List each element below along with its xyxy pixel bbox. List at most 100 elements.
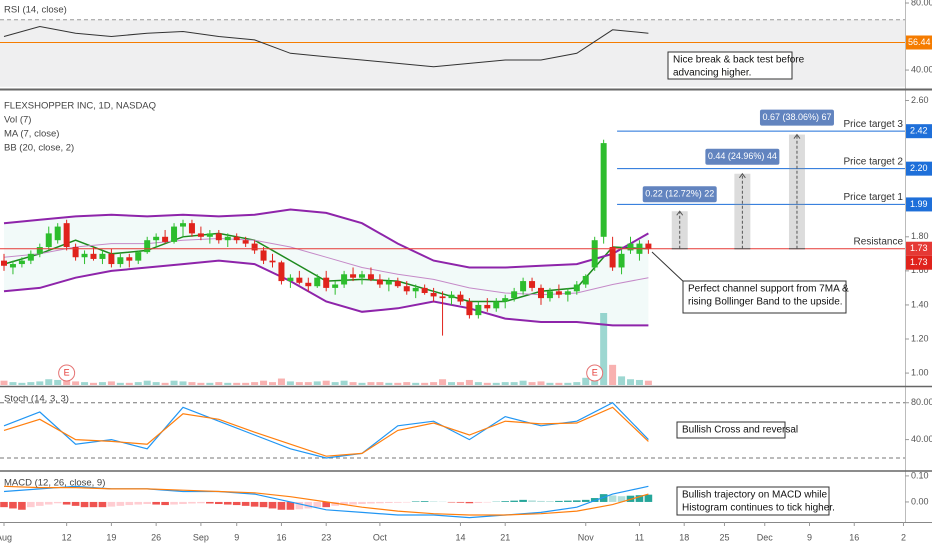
last-price-box <box>906 255 932 270</box>
volume-bar <box>376 382 384 385</box>
candle-body <box>108 253 115 265</box>
volume-bar <box>54 379 62 385</box>
volume-bar <box>125 382 133 385</box>
target-box <box>906 161 932 176</box>
volume-bar <box>45 379 53 385</box>
earnings-label: E <box>592 367 598 377</box>
macd-histogram-bar <box>206 501 214 504</box>
earnings-marker <box>58 364 76 382</box>
main-legend: FLEXSHOPPER INC, 1D, NASDAQ <box>4 101 156 112</box>
y-tick-label: 80.00 <box>911 397 932 407</box>
macd-histogram-bar <box>71 501 80 506</box>
candle-body <box>502 298 509 302</box>
x-tick-label: 9 <box>234 532 239 542</box>
macd-histogram-bar <box>143 501 151 505</box>
macd-histogram-bar <box>528 500 536 502</box>
bb-legend: BB (20, close, 2) <box>4 143 74 154</box>
macd-histogram-bar <box>456 501 465 503</box>
volume-bar <box>358 382 366 385</box>
callout-box <box>676 421 786 439</box>
volume-bar <box>367 382 375 385</box>
macd-histogram-bar <box>116 501 125 506</box>
candle-body <box>341 274 348 285</box>
volume-bar <box>233 382 241 385</box>
candle-body <box>520 281 527 292</box>
x-tick-label: Sep <box>193 532 209 542</box>
candle-body <box>430 293 437 297</box>
x-tick-label: Aug <box>0 532 12 542</box>
volume-bar <box>134 382 142 385</box>
volume-bar <box>313 381 321 385</box>
overlay-line <box>3 259 649 327</box>
volume-bar <box>501 382 509 385</box>
macd-histogram-bar <box>402 501 411 503</box>
arrow-head <box>793 133 801 139</box>
candle-body <box>385 281 392 285</box>
candle-body <box>9 264 16 268</box>
resistance-box <box>906 241 932 256</box>
earnings-marker <box>586 364 604 382</box>
macd-histogram-bar <box>0 501 8 508</box>
candle-body <box>72 247 79 258</box>
candle-body <box>591 240 598 268</box>
macd-histogram-bar <box>385 501 393 503</box>
ma-legend: MA (7, close) <box>4 129 59 140</box>
macd-histogram-bar <box>152 501 160 505</box>
volume-bar <box>528 382 536 385</box>
candle-body <box>99 253 106 259</box>
callout-leader <box>651 251 687 285</box>
volume-bar <box>81 382 89 385</box>
volume-bar <box>152 382 160 385</box>
candle-body <box>466 301 473 316</box>
volume-bar <box>627 379 634 385</box>
target-value: 2.20 <box>910 163 928 173</box>
candle-body <box>618 253 625 268</box>
macd-histogram-bar <box>358 501 366 505</box>
volume-bar <box>519 380 527 385</box>
candle-body <box>350 274 357 278</box>
candle-body <box>27 253 34 261</box>
candle-body <box>484 304 491 309</box>
target-box <box>906 197 932 212</box>
x-tick-label: 21 <box>500 532 510 542</box>
macd-histogram-bar <box>107 501 116 507</box>
volume-bar <box>224 382 232 385</box>
target-name: Price target 3 <box>844 119 904 130</box>
macd-histogram-bar <box>53 501 62 504</box>
x-tick-label: 16 <box>849 532 859 542</box>
callout-text: Perfect channel support from 7MA & <box>688 284 849 295</box>
volume-bar <box>269 382 276 385</box>
resistance-label: Resistance <box>854 236 904 247</box>
x-tick-label: Oct <box>373 532 388 542</box>
candle-body <box>233 236 240 241</box>
macd-histogram-bar <box>590 498 599 502</box>
x-tick-label: 16 <box>276 532 286 542</box>
callout-text: rising Bollinger Band to the upside. <box>688 297 843 308</box>
y-tick-label: 40.00 <box>911 64 932 74</box>
candle-body <box>278 262 285 282</box>
candle-body <box>296 277 303 283</box>
candle-body <box>439 296 446 299</box>
x-tick-label: 12 <box>62 532 72 542</box>
earnings-label: E <box>64 367 70 377</box>
volume-bar <box>394 382 402 385</box>
candle-body <box>493 301 500 309</box>
macd-histogram-bar <box>27 501 35 508</box>
candle-body <box>126 257 133 261</box>
volume-bar <box>340 380 348 385</box>
candle-body <box>475 304 482 316</box>
candle-body <box>529 281 536 288</box>
macd-histogram-bar <box>295 501 304 510</box>
volume-bar <box>304 382 312 385</box>
macd-histogram-bar <box>322 501 330 508</box>
candle-body <box>600 143 607 237</box>
volume-bar <box>260 380 268 385</box>
volume-bar <box>161 382 169 385</box>
volume-bar <box>143 380 151 385</box>
macd-histogram-bar <box>555 500 563 502</box>
volume-bar <box>295 382 303 385</box>
candle-body <box>394 281 401 287</box>
volume-bar <box>72 381 80 385</box>
callout-text: Nice break & back test before <box>673 55 805 66</box>
